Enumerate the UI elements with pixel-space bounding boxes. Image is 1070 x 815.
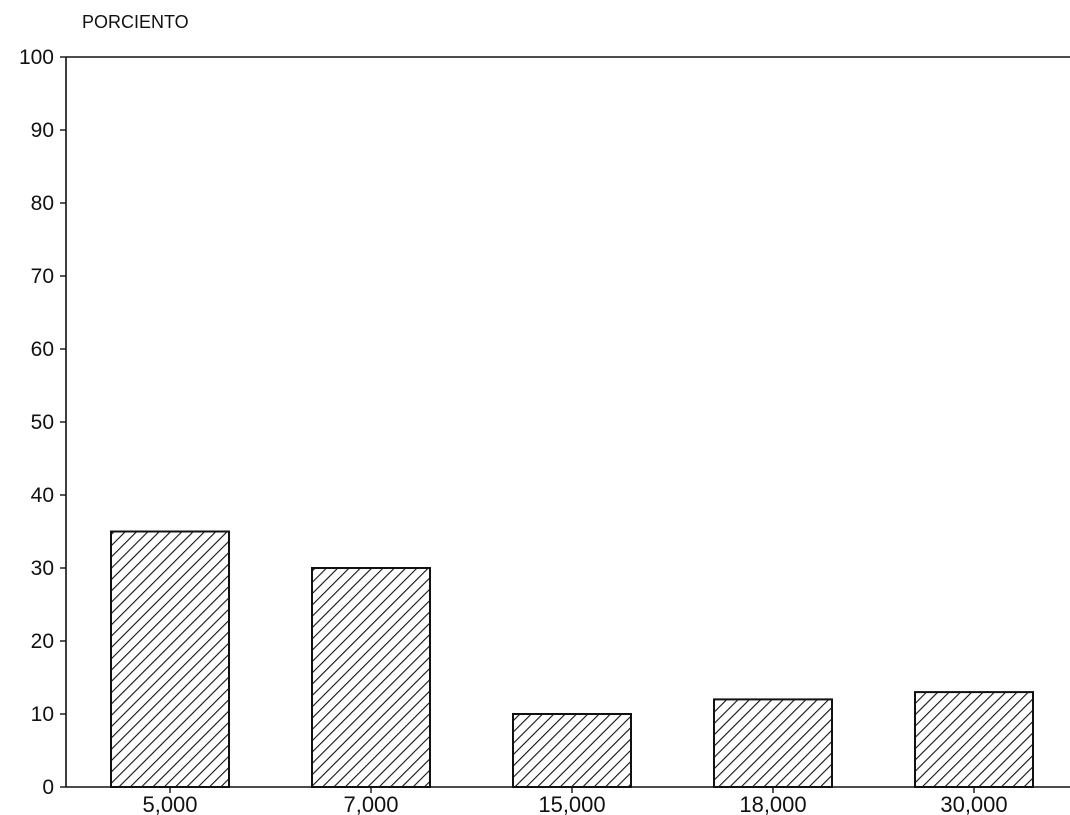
y-tick-label: 60 — [31, 338, 54, 361]
bar — [110, 530, 230, 788]
y-tick-label: 90 — [31, 119, 54, 142]
y-tick-label: 10 — [31, 703, 54, 726]
y-tick-label: 40 — [31, 484, 54, 507]
y-axis-ticks: 0 10 20 30 40 50 60 70 80 90 100 — [19, 46, 66, 799]
y-tick-label: 100 — [19, 46, 54, 69]
y-tick-label: 50 — [31, 411, 54, 434]
x-category-label: 7,000 — [343, 792, 398, 815]
x-category-label: 5,000 — [142, 792, 197, 815]
y-tick-label: 30 — [31, 557, 54, 580]
x-axis-categories: 5,000 7,000 15,000 18,000 30,000 — [142, 787, 1008, 815]
y-tick-label: 80 — [31, 192, 54, 215]
y-tick-label: 20 — [31, 630, 54, 653]
x-category-label: 18,000 — [739, 792, 806, 815]
y-tick-label: 0 — [42, 776, 54, 799]
y-axis-label: PORCIENTO — [82, 12, 189, 32]
x-category-label: 30,000 — [940, 792, 1007, 815]
bar — [914, 691, 1034, 788]
bar — [713, 698, 833, 789]
bar — [512, 713, 632, 788]
y-tick-label: 70 — [31, 265, 54, 288]
bar — [311, 567, 431, 788]
x-category-label: 15,000 — [538, 792, 605, 815]
bars — [110, 530, 1034, 789]
